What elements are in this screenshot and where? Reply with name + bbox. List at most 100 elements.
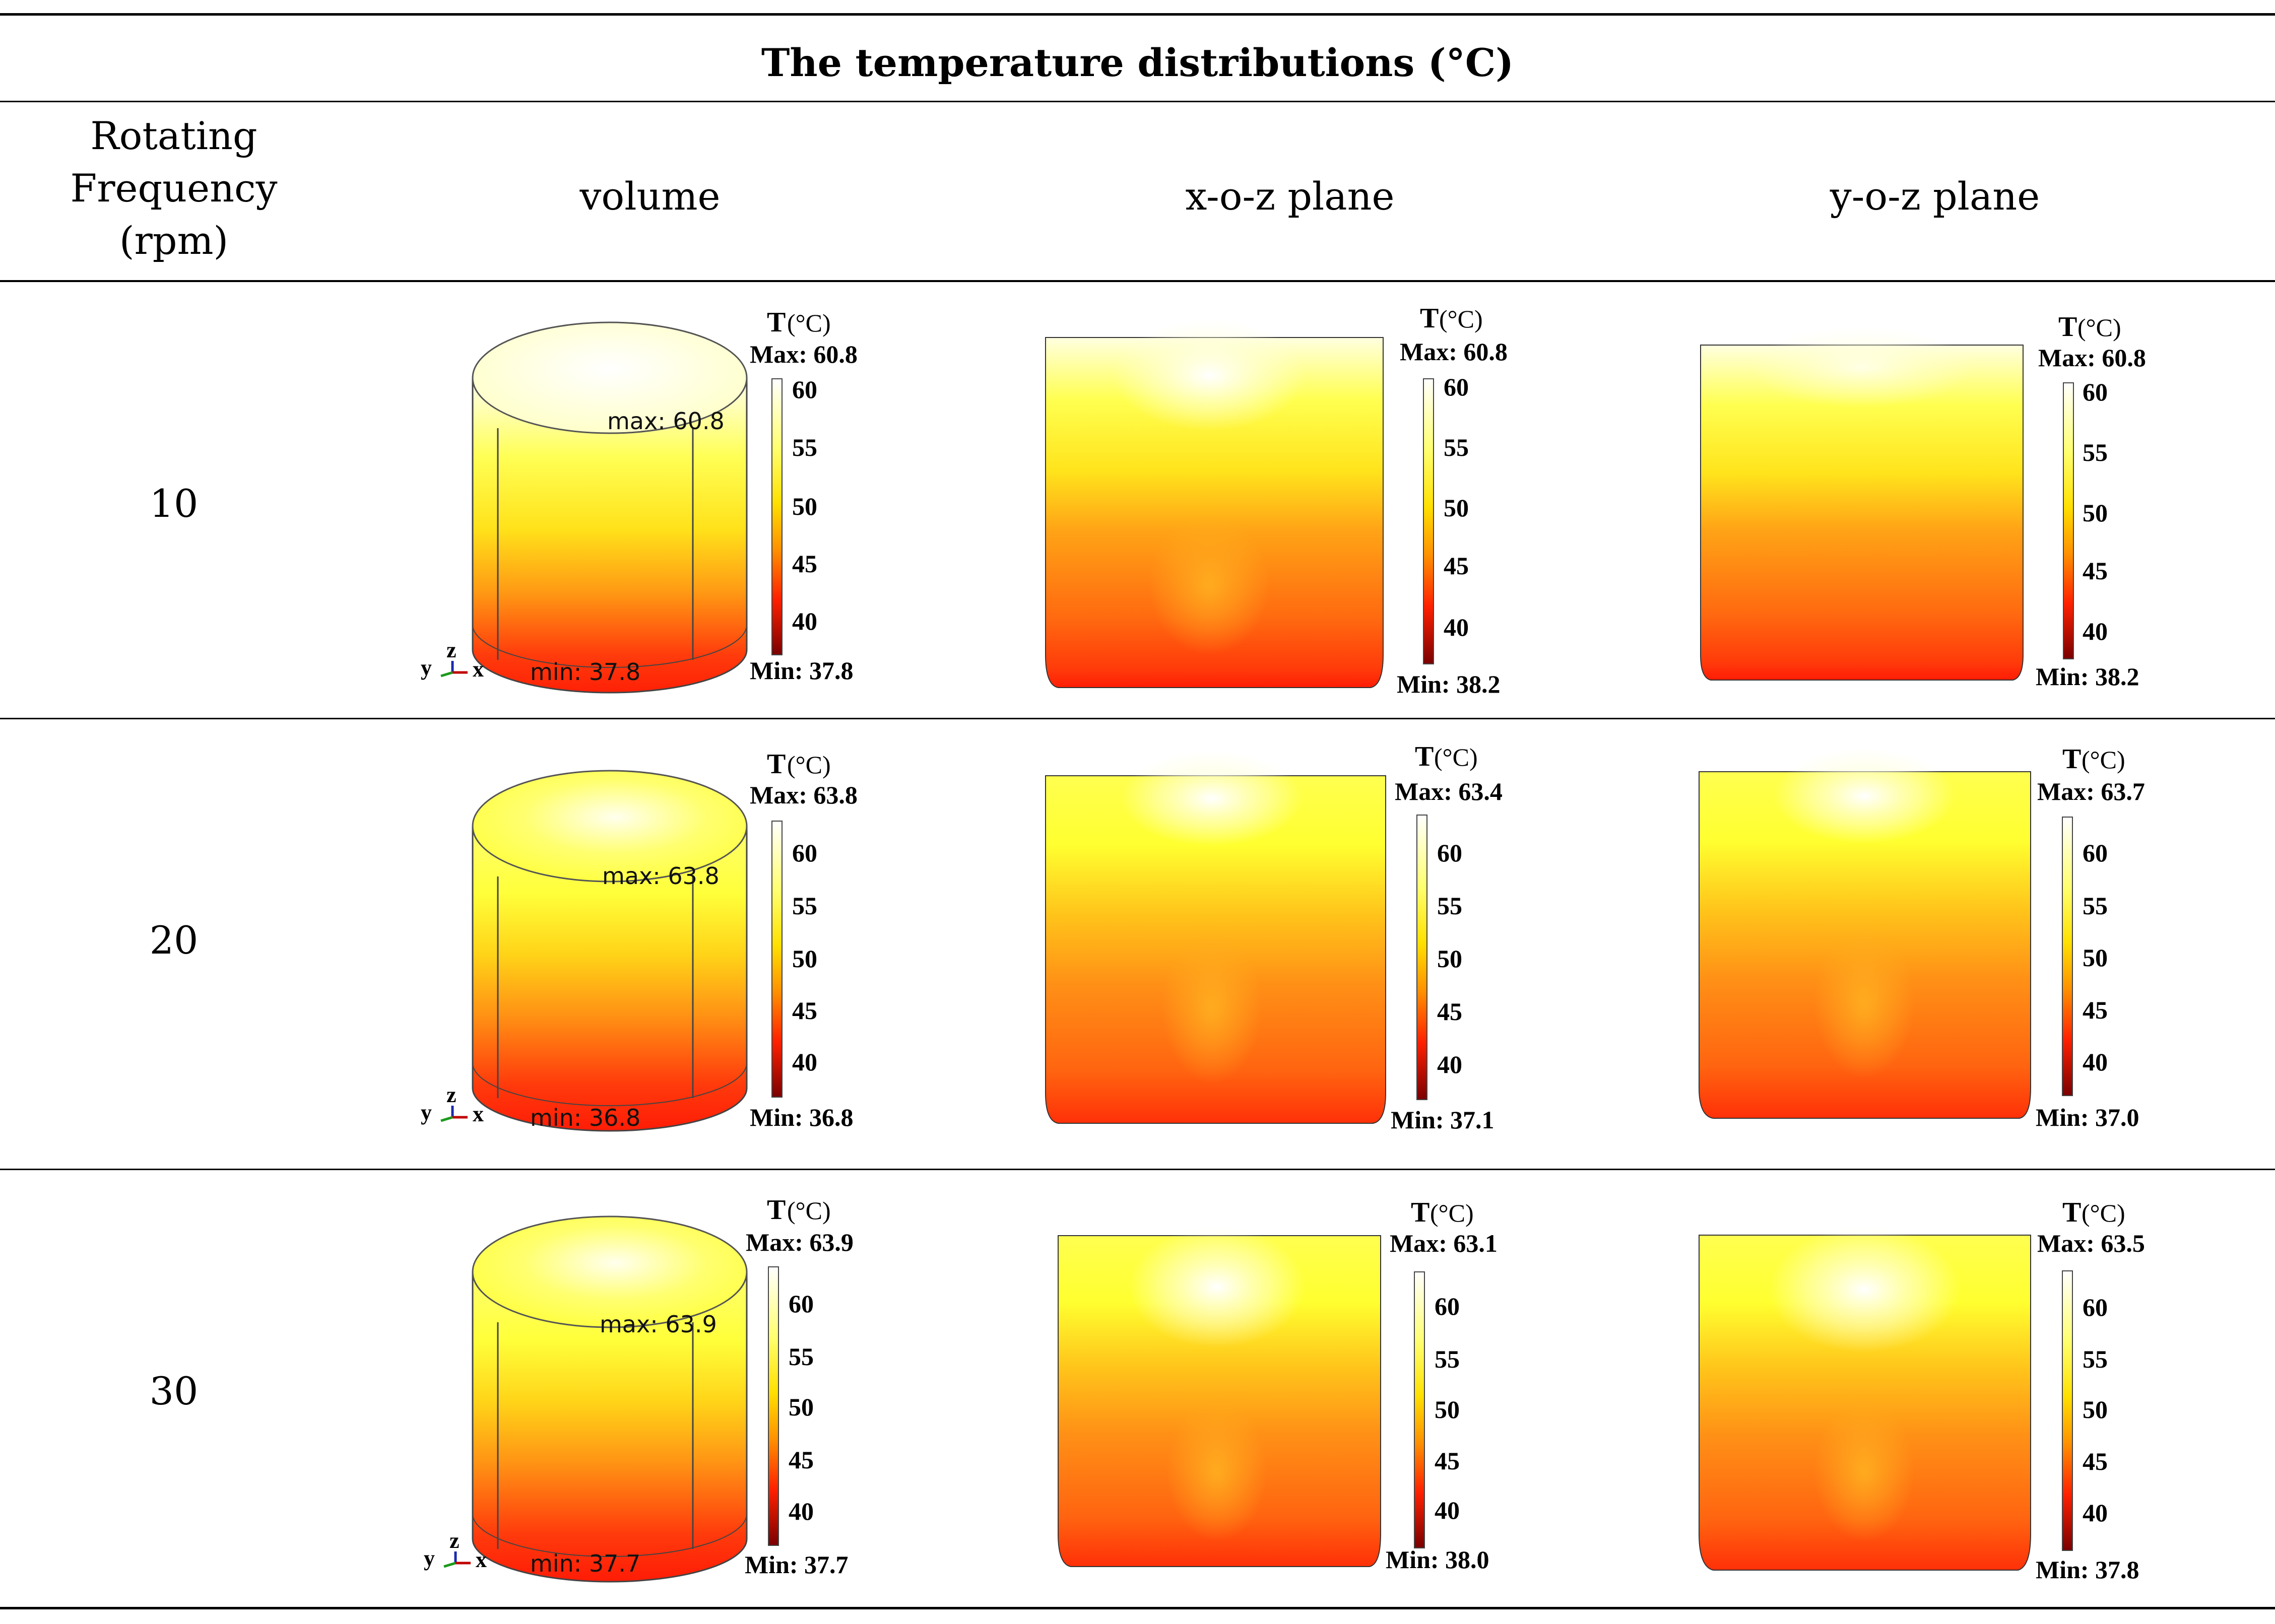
svg-text:40: 40: [1437, 1050, 1462, 1078]
svg-text:60: 60: [2083, 378, 2108, 406]
svg-text:(°C): (°C): [2077, 313, 2121, 342]
svg-text:50: 50: [1437, 944, 1462, 973]
legend-max: Max: 60.8: [1400, 337, 1508, 366]
legend-min: Min: 38.0: [1386, 1545, 1489, 1574]
colorbar-legend: T (°C) Max: 63.7 60 55 50 45 40 Min: 37.…: [2036, 743, 2145, 1131]
svg-text:y: y: [421, 1100, 432, 1125]
svg-text:55: 55: [1435, 1345, 1460, 1373]
svg-text:T: T: [1411, 1197, 1429, 1228]
svg-text:(°C): (°C): [787, 751, 831, 779]
svg-text:40: 40: [2083, 1048, 2108, 1076]
svg-text:40: 40: [2083, 1499, 2108, 1527]
svg-text:60: 60: [792, 839, 817, 867]
svg-text:40: 40: [1435, 1496, 1460, 1524]
rule-title: [0, 101, 2275, 102]
svg-text:50: 50: [792, 492, 817, 520]
svg-text:45: 45: [792, 996, 817, 1025]
colorbar-legend: T (°C) Max: 63.4 60 55 50 45 40 Min: 37.…: [1391, 741, 1503, 1134]
colorbar-legend: T (°C) Max: 63.9 60 55 50 45 40 Min: 37.…: [745, 1194, 854, 1579]
svg-text:(°C): (°C): [1439, 305, 1483, 333]
svg-text:60: 60: [1435, 1292, 1460, 1320]
legend-min: Min: 37.1: [1391, 1106, 1494, 1134]
svg-text:z: z: [449, 1528, 460, 1553]
svg-text:60: 60: [2083, 1293, 2108, 1321]
svg-text:55: 55: [2083, 1345, 2108, 1373]
svg-text:T: T: [2062, 743, 2081, 775]
svg-text:55: 55: [1437, 892, 1462, 920]
svg-text:50: 50: [2083, 1395, 2108, 1424]
svg-text:y: y: [421, 655, 432, 680]
yoz-figure-30rpm: T (°C) Max: 63.5 60 55 50 45 40 Min: 37.…: [1699, 1197, 2145, 1584]
svg-text:T: T: [1420, 303, 1439, 334]
legend-min: Min: 38.2: [1397, 670, 1501, 698]
axis-triad: z y x: [421, 638, 484, 682]
svg-text:60: 60: [792, 375, 817, 403]
svg-text:T: T: [767, 749, 786, 780]
max-annotation: max: 60.8: [607, 408, 725, 435]
svg-text:T: T: [767, 307, 786, 338]
colorbar-legend: T (°C) Max: 63.5 60 55 50 45 40 Min: 37.…: [2036, 1197, 2145, 1584]
svg-text:50: 50: [792, 944, 817, 973]
svg-text:45: 45: [1437, 997, 1462, 1026]
svg-text:45: 45: [2083, 996, 2108, 1024]
svg-text:40: 40: [2083, 617, 2108, 645]
svg-text:(°C): (°C): [787, 309, 831, 337]
svg-text:T: T: [2058, 311, 2077, 343]
svg-text:60: 60: [2083, 839, 2108, 867]
legend-max: Max: 63.7: [2037, 777, 2145, 805]
svg-text:(°C): (°C): [1430, 1199, 1474, 1227]
rule-bottom: [0, 1607, 2275, 1609]
svg-text:50: 50: [2083, 943, 2108, 972]
colorbar-legend: T (°C) Max: 60.8 60 55 50 45 40 Min: 38.…: [2036, 311, 2146, 691]
rule-row-2: [0, 1169, 2275, 1170]
legend-min: Min: 37.8: [750, 656, 854, 685]
max-annotation: max: 63.9: [600, 1311, 717, 1338]
svg-text:45: 45: [789, 1446, 814, 1474]
legend-max: Max: 63.8: [750, 781, 858, 809]
svg-text:55: 55: [792, 433, 817, 461]
header-yoz: y-o-z plane: [1830, 174, 2040, 219]
svg-text:T: T: [2062, 1197, 2081, 1228]
svg-text:45: 45: [1435, 1447, 1460, 1475]
svg-text:(°C): (°C): [2082, 746, 2125, 774]
svg-text:x: x: [473, 657, 484, 682]
cylinder-20rpm: [472, 770, 748, 1132]
cylinder-10rpm: [472, 321, 748, 694]
cylinder-30rpm: [472, 1215, 748, 1583]
svg-text:45: 45: [792, 550, 817, 578]
rule-top: [0, 13, 2275, 16]
svg-text:60: 60: [1444, 373, 1469, 401]
volume-figure-20rpm: max: 63.8 min: 36.8 z y x T (°C) Max: 63…: [421, 749, 858, 1132]
legend-max: Max: 63.5: [2037, 1229, 2145, 1257]
legend-min: Min: 37.7: [745, 1550, 849, 1579]
svg-text:50: 50: [1435, 1395, 1460, 1424]
rpm-20: 20: [149, 918, 199, 963]
svg-text:55: 55: [792, 892, 817, 920]
legend-min: Min: 37.0: [2036, 1103, 2139, 1131]
min-annotation: min: 37.7: [530, 1550, 640, 1577]
header-rotating-line-3: (rpm): [119, 218, 229, 263]
colorbar-legend: T (°C) Max: 63.1 60 55 50 45 40 Min: 38.…: [1386, 1197, 1498, 1574]
svg-text:55: 55: [1444, 433, 1469, 461]
svg-text:55: 55: [789, 1342, 814, 1371]
legend-min: Min: 36.8: [750, 1103, 854, 1131]
max-annotation: max: 63.8: [602, 862, 720, 890]
legend-max: Max: 63.1: [1390, 1229, 1498, 1257]
svg-text:(°C): (°C): [1434, 743, 1478, 771]
svg-text:y: y: [424, 1546, 435, 1571]
header-rotating-frequency: Rotating Frequency (rpm): [0, 110, 348, 267]
svg-text:45: 45: [2083, 557, 2108, 585]
table-title: The temperature distributions (°C): [761, 40, 1514, 85]
svg-text:(°C): (°C): [2082, 1199, 2125, 1227]
yoz-figure-20rpm: T (°C) Max: 63.7 60 55 50 45 40 Min: 37.…: [1699, 743, 2145, 1131]
svg-text:55: 55: [2083, 892, 2108, 920]
colorbar-legend: T (°C) Max: 60.8 60 55 50 45 40 Min: 38.…: [1397, 303, 1508, 698]
svg-text:40: 40: [1444, 613, 1469, 641]
svg-text:(°C): (°C): [787, 1196, 831, 1225]
svg-text:45: 45: [2083, 1447, 2108, 1475]
yoz-figure-10rpm: T (°C) Max: 60.8 60 55 50 45 40 Min: 38.…: [1700, 311, 2146, 691]
header-volume: volume: [579, 174, 721, 219]
svg-text:55: 55: [2083, 438, 2108, 466]
svg-text:50: 50: [789, 1393, 814, 1421]
svg-text:50: 50: [2083, 499, 2108, 527]
